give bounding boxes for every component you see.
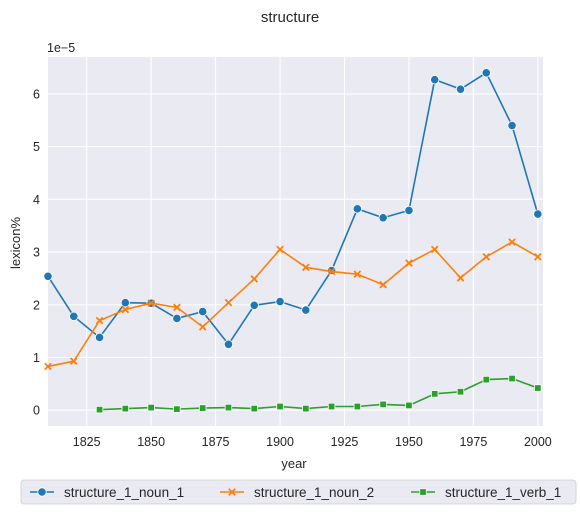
data-point: [404, 205, 414, 215]
y-tick-label: 0: [33, 404, 40, 418]
data-point: [482, 252, 491, 261]
x-tick-label: 1825: [73, 435, 101, 449]
data-point: [508, 238, 516, 246]
data-point: [327, 267, 336, 276]
y-scale-offset-label: 1e−5: [47, 41, 75, 55]
x-tick-label: 1950: [395, 435, 423, 449]
legend-box: [20, 479, 577, 505]
series-structure_1_noun_2: [44, 238, 542, 371]
data-point: [533, 209, 543, 219]
data-point: [327, 402, 336, 411]
data-point: [276, 402, 284, 411]
x-axis-label: year: [281, 456, 307, 471]
data-point: [224, 298, 233, 307]
x-tick-label: 1875: [202, 435, 230, 449]
data-point: [431, 390, 439, 398]
data-point: [147, 299, 155, 308]
y-tick-label: 6: [33, 87, 40, 101]
y-tick-label: 1: [33, 351, 40, 365]
data-point: [173, 405, 181, 413]
data-point: [507, 120, 517, 131]
data-point: [95, 316, 104, 325]
data-point: [44, 362, 52, 371]
data-point: [430, 245, 439, 254]
data-point: [534, 384, 542, 392]
data-point: [94, 332, 105, 343]
data-point: [172, 313, 182, 324]
data-point: [95, 405, 104, 414]
data-point: [276, 245, 284, 254]
legend: structure_1_noun_1 structure_1_noun_2 stru…: [20, 479, 577, 505]
data-point: [198, 323, 207, 331]
data-point: [121, 305, 130, 314]
data-point: [508, 374, 516, 383]
data-point: [121, 404, 130, 413]
data-point: [224, 403, 233, 412]
y-tick-label: 5: [33, 140, 40, 154]
legend-label: structure_1_verb_1: [445, 485, 561, 500]
data-point: [534, 252, 542, 261]
y-tick-label: 4: [33, 193, 40, 207]
plot-area: [48, 57, 543, 426]
x-tick-label: 1850: [137, 435, 165, 449]
data-point: [198, 404, 207, 412]
data-point: [249, 300, 259, 310]
y-axis-label: lexicon%: [8, 217, 23, 269]
x-tick-label: 1900: [266, 435, 294, 449]
data-point: [250, 275, 259, 283]
data-point: [173, 303, 181, 312]
data-point: [301, 305, 311, 315]
data-point: [482, 375, 490, 384]
data-point: [455, 84, 466, 94]
x-tick-label: 2000: [524, 435, 552, 449]
data-point: [147, 403, 155, 412]
series-line: [99, 377, 539, 411]
chart-title: structure: [261, 9, 319, 26]
x-tick-label: 1975: [459, 435, 487, 449]
data-point: [198, 307, 208, 317]
data-point: [379, 280, 387, 289]
x-tick-label: 1925: [331, 435, 359, 449]
data-point: [379, 400, 387, 409]
data-point: [352, 204, 362, 214]
data-point: [223, 339, 234, 349]
data-point: [301, 263, 310, 272]
data-point: [353, 270, 362, 279]
data-point: [69, 311, 79, 321]
legend-marker: [228, 488, 236, 496]
y-tick-label: 3: [33, 246, 40, 260]
data-point: [353, 402, 362, 411]
data-point: [302, 404, 310, 413]
data-point: [405, 259, 413, 267]
data-point: [69, 357, 78, 365]
legend-label: structure_1_noun_1: [64, 485, 184, 500]
data-point: [456, 274, 465, 282]
data-point: [43, 271, 53, 281]
data-point: [430, 75, 440, 85]
data-point: [378, 213, 388, 223]
legend-marker: [37, 487, 47, 497]
data-point: [120, 298, 130, 308]
data-point: [456, 388, 465, 396]
data-point: [405, 401, 413, 410]
series-line: [47, 241, 539, 368]
y-tick-label: 2: [33, 298, 40, 312]
legend-label: structure_1_noun_2: [254, 485, 374, 500]
data-point: [481, 68, 491, 78]
data-point: [275, 296, 285, 307]
data-point: [250, 404, 258, 413]
series-structure_1_verb_1: [95, 374, 542, 414]
legend-marker: [419, 488, 427, 496]
